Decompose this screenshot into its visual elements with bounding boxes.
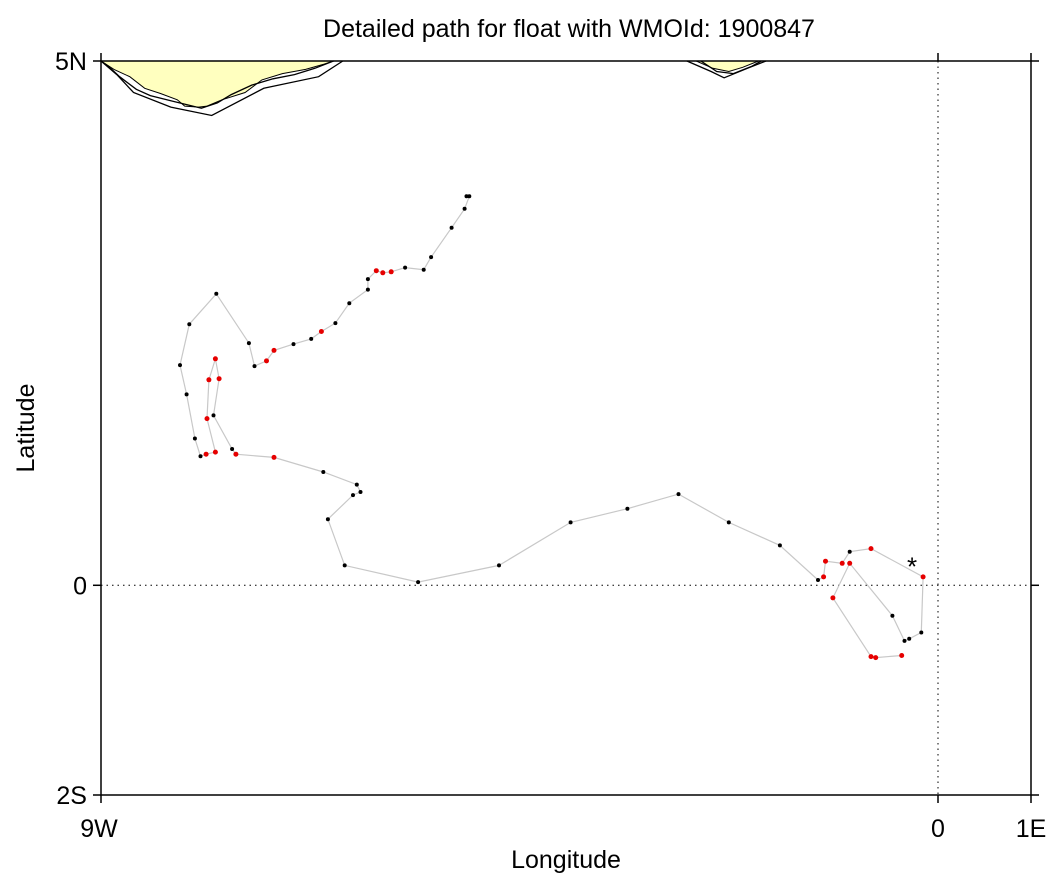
profile-point: [192, 436, 197, 441]
profile-point: [416, 580, 421, 585]
y-axis-label: Latitude: [12, 384, 40, 473]
profile-point: [467, 194, 472, 199]
profile-point: [216, 376, 222, 382]
profile-point: [890, 613, 895, 618]
profile-point: [421, 267, 426, 272]
profile-point: [777, 543, 782, 548]
profile-point: [271, 347, 277, 353]
profile-point: [214, 291, 219, 296]
profile-point: [568, 520, 573, 525]
profile-point: [204, 416, 210, 422]
profile-point: [449, 225, 454, 230]
y-tick-label: 5N: [55, 48, 87, 76]
profile-point: [354, 482, 359, 487]
profile-point: [264, 358, 269, 364]
profile-point: [212, 449, 218, 455]
land-areas: [99, 60, 767, 117]
profile-point: [351, 493, 355, 498]
map-title: Detailed path for float with WMOId: 1900…: [323, 15, 815, 43]
profile-point: [365, 287, 370, 292]
profile-point: [230, 447, 235, 451]
land-polygon-1: [695, 60, 759, 73]
profile-point: [212, 356, 218, 362]
profile-point: [380, 270, 386, 276]
profile-point: [462, 206, 467, 211]
profile-point: [198, 454, 203, 459]
profile-point: [899, 653, 905, 658]
profile-point: [321, 470, 326, 474]
last-position-star: *: [907, 551, 917, 581]
last-position-marker: *: [907, 551, 917, 581]
profile-point: [342, 563, 347, 568]
profile-point: [873, 655, 879, 661]
x-tick-label: 1E: [1016, 815, 1047, 843]
profile-point: [920, 574, 926, 580]
profile-point: [211, 413, 216, 418]
profile-point: [676, 492, 681, 497]
map-frame: [100, 60, 1032, 796]
profile-point: [252, 364, 257, 369]
profile-point: [388, 269, 394, 275]
x-tick-label: 0: [931, 815, 945, 843]
float-track: [179, 195, 924, 659]
profile-point: [821, 574, 827, 580]
profile-point: [403, 265, 408, 270]
profile-point: [373, 268, 379, 274]
profile-point: [919, 630, 924, 635]
profile-point: [816, 578, 820, 582]
profile-point: [429, 255, 434, 260]
axis-ticks: 9W 0 1E 5N 0 2S: [55, 48, 1046, 843]
profile-point: [178, 363, 182, 368]
profile-point: [187, 322, 192, 327]
coast-outline-3: [686, 60, 767, 79]
profile-point: [333, 321, 338, 326]
profile-point: [347, 301, 352, 306]
profile-point: [497, 563, 501, 568]
reference-lines: [101, 61, 1031, 795]
y-tick-label: 2S: [56, 782, 87, 810]
profile-point: [309, 336, 314, 341]
profile-point: [868, 654, 874, 660]
profile-point: [902, 638, 907, 643]
profile-point: [464, 194, 469, 199]
profile-point: [184, 392, 189, 397]
profile-point: [358, 490, 363, 494]
y-tick-label: 0: [73, 572, 87, 600]
track-line: [179, 195, 924, 659]
profile-point: [830, 595, 836, 601]
profile-points: [178, 194, 926, 661]
profile-point: [907, 636, 912, 641]
profile-point: [233, 451, 239, 457]
profile-point: [318, 329, 324, 334]
profile-point: [203, 451, 209, 457]
profile-point: [847, 560, 853, 566]
profile-point: [291, 342, 296, 347]
land-polygon-0: [99, 60, 334, 108]
profile-point: [271, 454, 277, 460]
profile-point: [847, 549, 852, 554]
profile-point: [625, 506, 630, 511]
x-tick-label: 9W: [80, 815, 118, 843]
profile-point: [206, 377, 212, 383]
profile-point: [868, 546, 874, 552]
profile-point: [325, 517, 330, 522]
coast-outline-0: [100, 60, 334, 109]
profile-point: [246, 341, 251, 346]
profile-point: [823, 558, 828, 564]
coast-outline-1: [100, 60, 344, 117]
profile-point: [365, 277, 370, 282]
profile-point: [839, 560, 845, 566]
x-axis-label: Longitude: [511, 846, 621, 874]
profile-point: [726, 520, 731, 525]
